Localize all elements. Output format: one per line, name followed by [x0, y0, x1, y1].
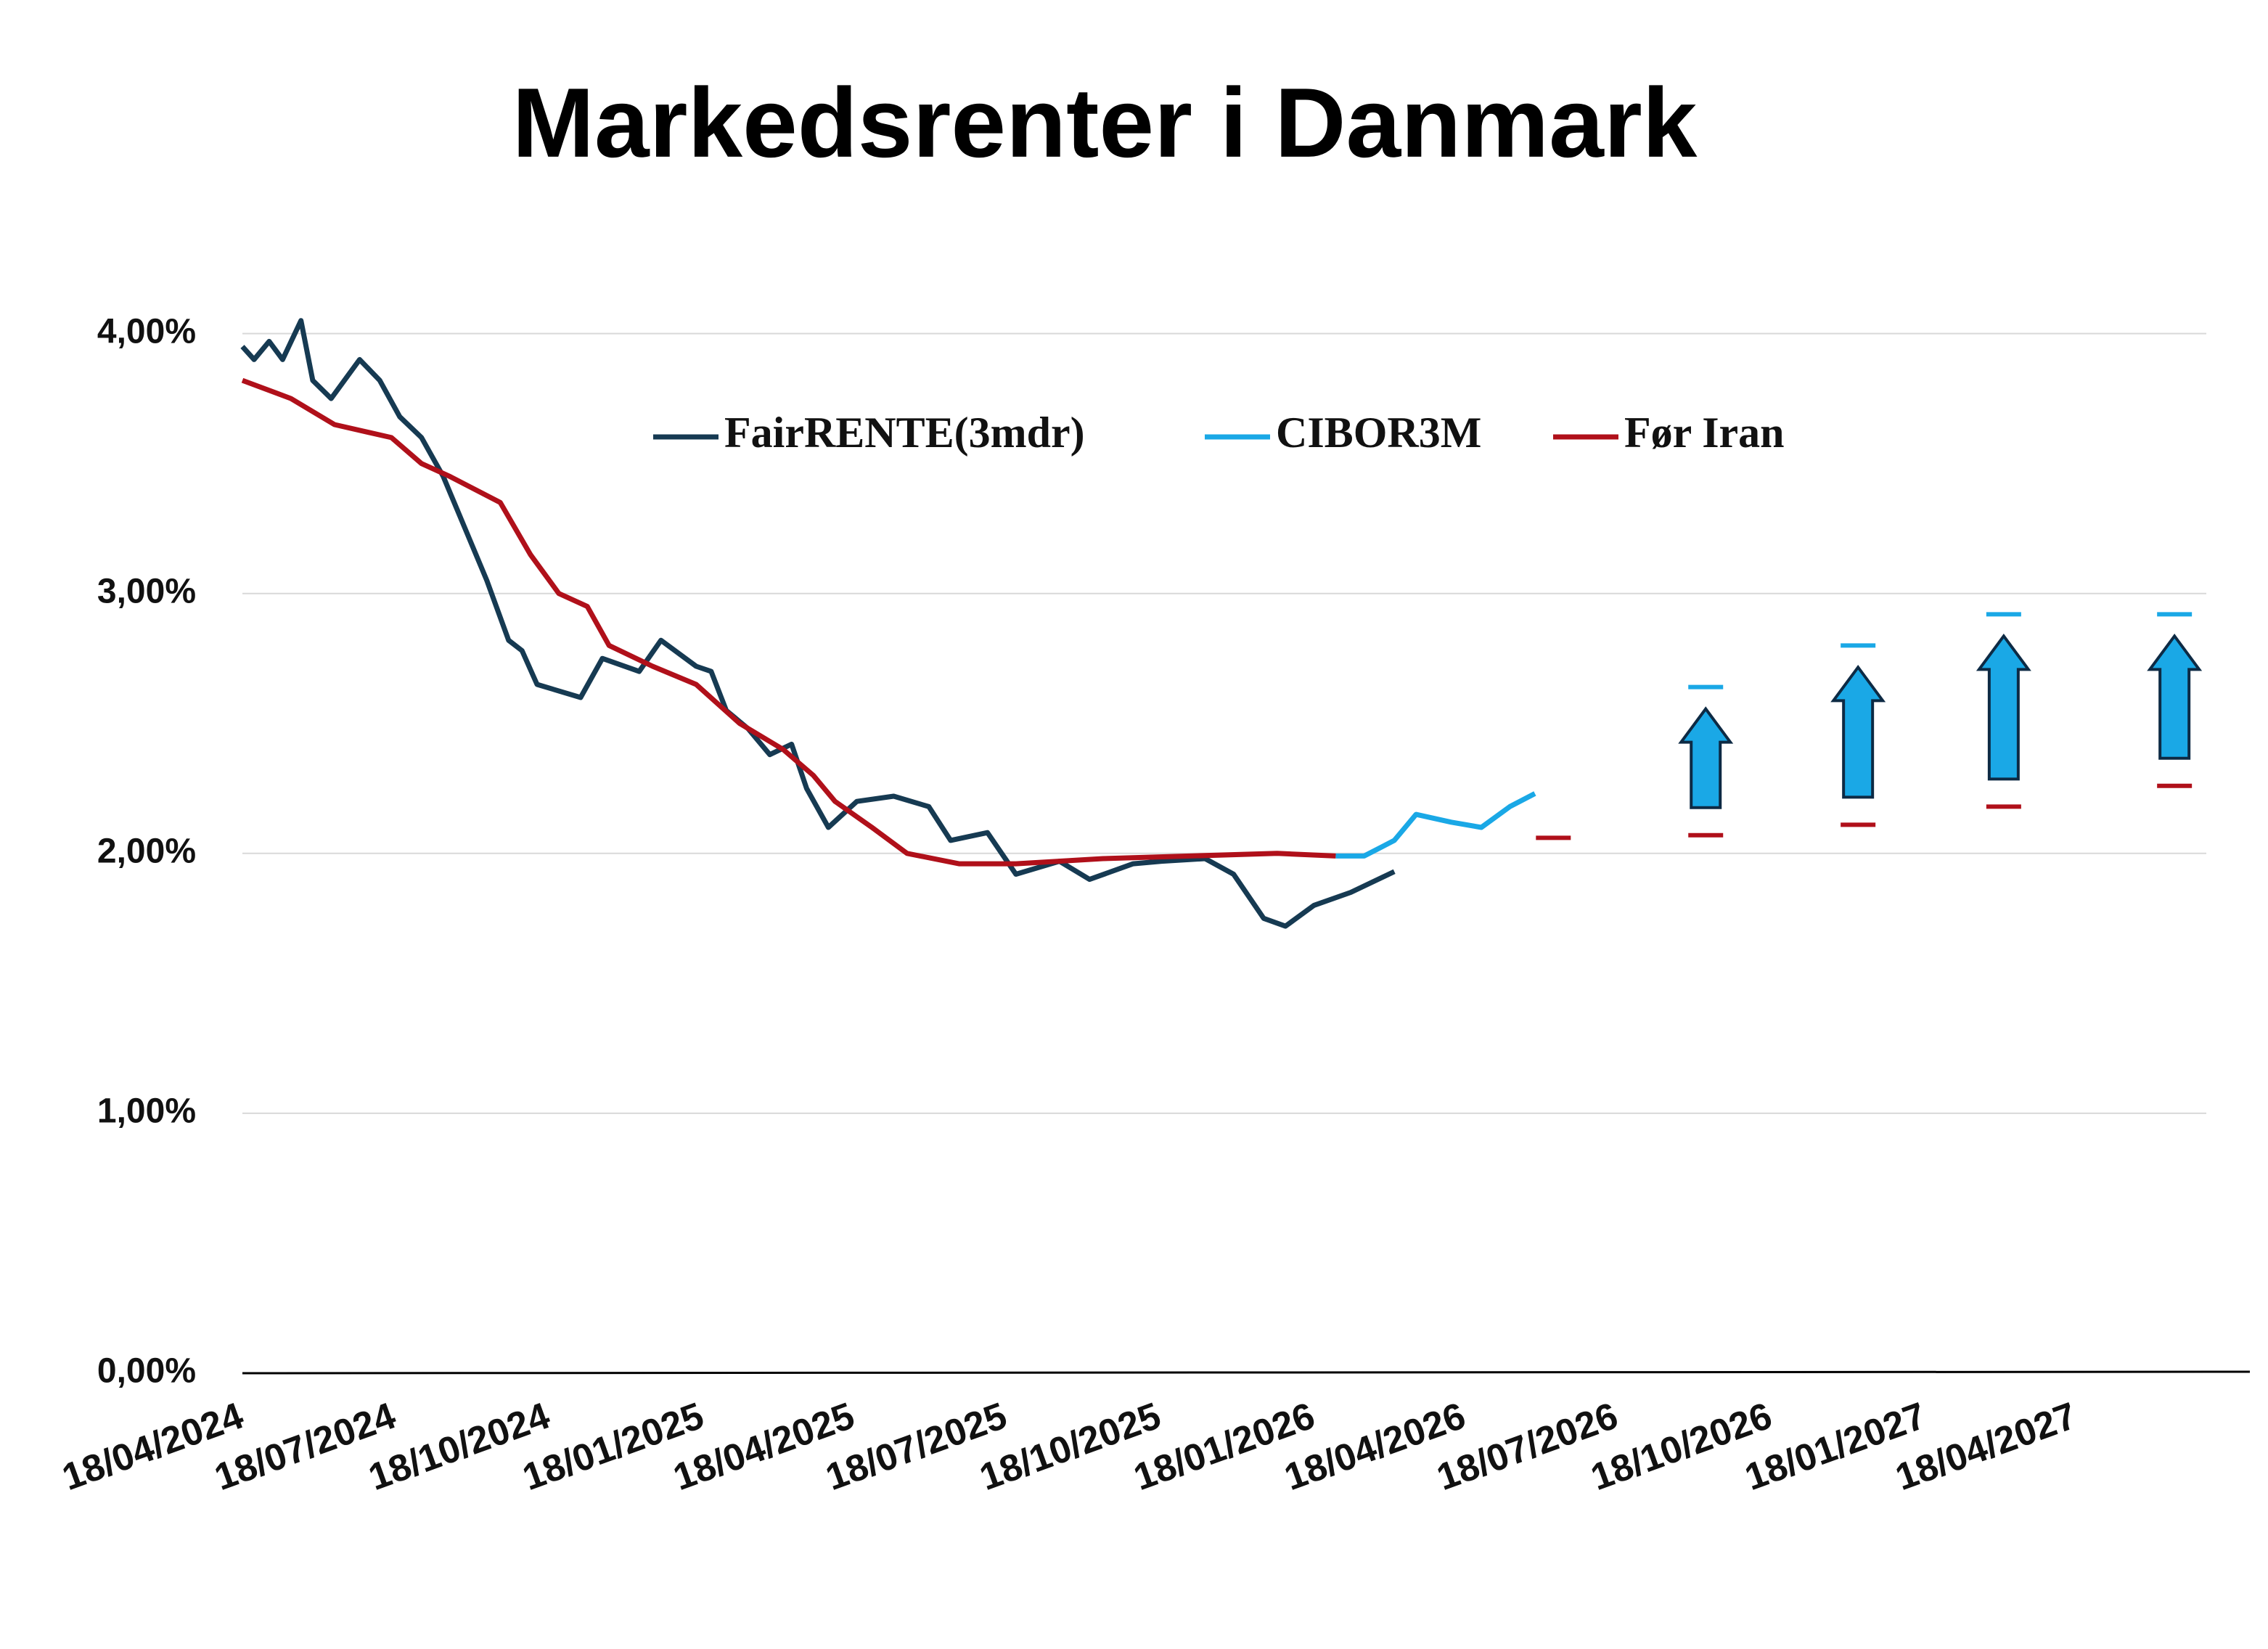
- y-tick-label: 0,00%: [97, 1352, 196, 1391]
- y-tick-label: 3,00%: [97, 572, 196, 610]
- series-line: [1335, 791, 1536, 859]
- series-line: [240, 318, 1396, 929]
- legend-label: CIBOR3M: [1276, 409, 1481, 457]
- chart-title: Markedsrenter i Danmark: [512, 67, 1698, 178]
- legend-label: FairRENTE(3mdr): [724, 409, 1085, 457]
- y-tick-label: 4,00%: [97, 312, 196, 351]
- x-axis-line: [242, 1370, 2251, 1375]
- change-arrow: [1976, 633, 2031, 781]
- change-arrow: [1678, 706, 1734, 809]
- series-line: [241, 377, 1336, 867]
- change-arrow: [1830, 664, 1886, 799]
- y-tick-label: 1,00%: [97, 1092, 196, 1131]
- y-tick-label: 2,00%: [97, 832, 196, 870]
- legend-label: Før Iran: [1624, 409, 1785, 457]
- change-arrow: [2147, 633, 2203, 760]
